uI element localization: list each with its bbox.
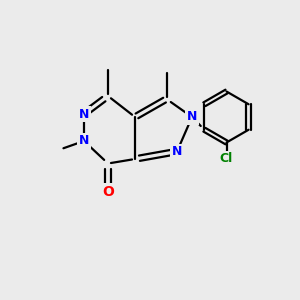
Text: N: N	[172, 145, 182, 158]
Text: Cl: Cl	[220, 152, 233, 166]
Text: N: N	[79, 134, 89, 148]
Text: N: N	[187, 110, 197, 124]
Text: N: N	[79, 107, 89, 121]
Text: O: O	[102, 185, 114, 199]
